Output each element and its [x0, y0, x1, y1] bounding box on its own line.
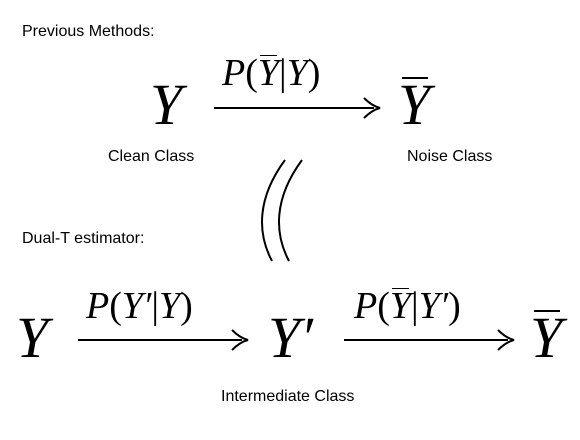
dual-t-heading: Dual-T estimator:	[22, 230, 145, 247]
clean-class-label: Clean Class	[108, 148, 195, 165]
noisy-y-bar: Y	[257, 52, 280, 94]
second-arrow	[344, 329, 515, 351]
noise-class-label: Noise Class	[407, 148, 493, 165]
first-transition-formula: P(Y′|Y)	[86, 285, 193, 327]
top-transition-formula: P(Y|Y)	[222, 52, 321, 94]
approx-equal-symbol	[261, 159, 303, 262]
first-arrow	[78, 329, 249, 351]
clean-symbol-y: Y	[150, 72, 183, 137]
dual-clean-symbol-y: Y	[16, 305, 49, 370]
formula1-lhs: Y	[121, 285, 144, 327]
top-arrow	[214, 97, 381, 119]
formula2-noisy-ybar: Y	[389, 285, 412, 327]
formula-cond-y: Y	[286, 52, 308, 94]
intermediate-class-label: Intermediate Class	[221, 388, 355, 405]
formula2-prime: ′	[439, 285, 449, 327]
second-transition-formula: P(Y|Y′)	[354, 285, 461, 327]
formula1-prime: ′	[143, 285, 152, 327]
intermediate-symbol: Y′	[268, 305, 313, 370]
formula-fn: P	[222, 52, 246, 94]
dual-noisy-symbol-ybar: Y	[530, 305, 563, 370]
previous-methods-heading: Previous Methods:	[22, 23, 155, 40]
noisy-symbol-ybar: Y	[398, 72, 431, 137]
